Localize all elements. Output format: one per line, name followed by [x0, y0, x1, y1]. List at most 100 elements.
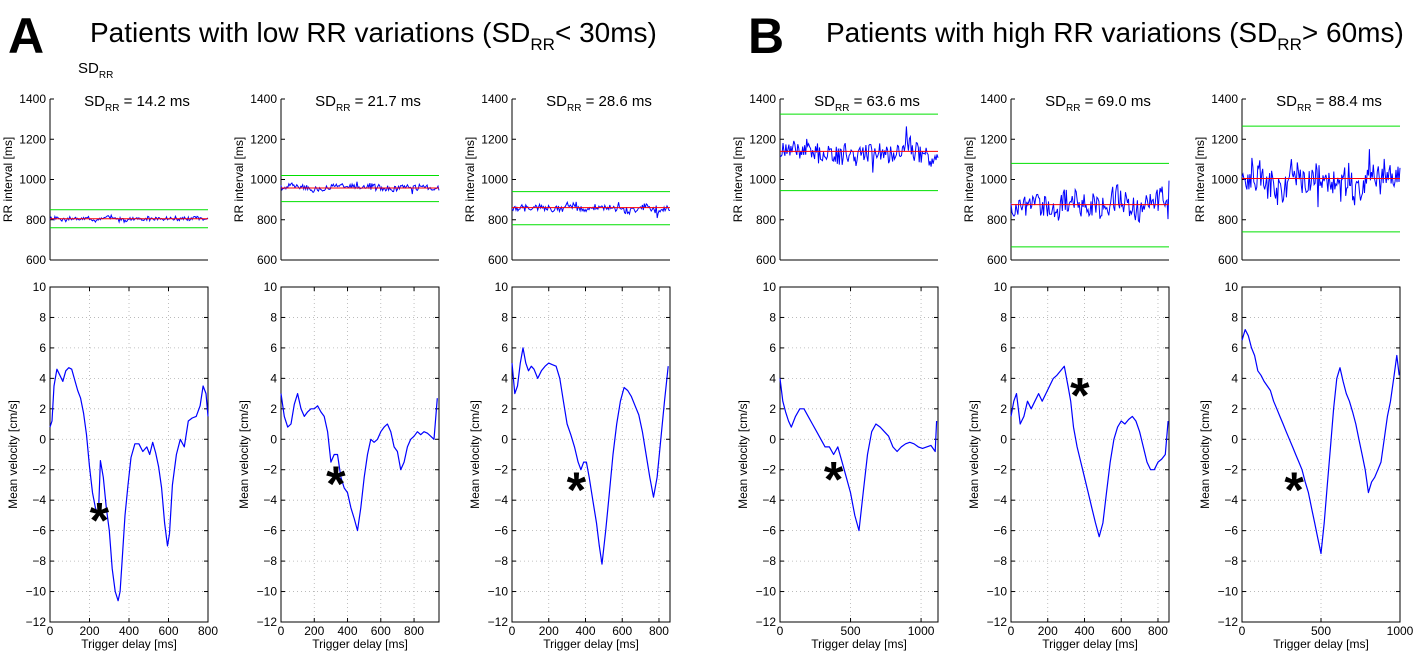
y-tick-label: 6 [769, 341, 776, 355]
subplot-title-value: = 21.7 ms [350, 93, 420, 110]
subplot-title-value: = 14.2 ms [119, 93, 189, 110]
y-tick-label: 10 [495, 280, 509, 294]
x-axis-label: Trigger delay [ms] [811, 637, 907, 651]
x-tick-label: 400 [338, 624, 358, 638]
subplot-rr-2: 600 800 1000 1200 1400 SDRR = 21.7 ms RR inter… [232, 92, 440, 267]
subplot-rr-4: 600 800 1000 1200 1400 SDRR = 63.6 ms RR inter… [731, 92, 939, 267]
x-axis-label: Trigger delay [ms] [81, 637, 177, 651]
y-tick-label: 1000 [749, 173, 776, 187]
axes-box [511, 286, 671, 623]
y-tick-label: 1000 [1211, 173, 1238, 187]
rr-interval-trace [1010, 180, 1170, 224]
y-tick-label: 1200 [481, 132, 508, 146]
y-tick-label: −2 [762, 463, 776, 477]
x-tick-label: 200 [1038, 624, 1058, 638]
subplot-title-sub: RR [336, 103, 350, 114]
y-tick-label: −6 [32, 524, 46, 538]
subplot-title: SDRR = 14.2 ms [84, 93, 190, 114]
subplot-title-main: SD [315, 93, 336, 110]
y-tick-label: 600 [1218, 253, 1238, 267]
subplot-title: SDRR = 21.7 ms [315, 93, 421, 114]
y-tick-label: −8 [762, 554, 776, 568]
y-tick-label: 1000 [19, 173, 46, 187]
y-tick-label: 1000 [980, 173, 1007, 187]
mean-velocity-curve [779, 378, 938, 532]
y-axis-label: Mean velocity [cm/s] [468, 400, 482, 509]
subplot-rr-5: 600 800 1000 1200 1400 SDRR = 69.0 ms RR inter… [962, 92, 1170, 267]
asterisk-marker: * [90, 492, 110, 548]
panel-b-title-main: Patients with high RR variations (SD [826, 17, 1277, 48]
y-tick-label: −6 [1224, 524, 1238, 538]
y-tick-label: −2 [993, 463, 1007, 477]
y-axis-label: RR interval [ms] [463, 137, 477, 222]
subplot-title-sub: RR [105, 103, 119, 114]
y-tick-label: 2 [501, 402, 508, 416]
y-tick-label: 2 [1231, 402, 1238, 416]
panel-b-title-tail: > 60ms) [1302, 17, 1404, 48]
y-tick-label: −12 [756, 615, 777, 629]
rr-interval-trace [511, 200, 671, 219]
x-tick-label: 400 [119, 624, 139, 638]
panel-letter-b: B [748, 8, 784, 64]
y-axis-label: Mean velocity [cm/s] [736, 400, 750, 509]
y-tick-label: 2 [1000, 402, 1007, 416]
subplot-velocity-4: −12 −10 −8 −6 −4 −2 0 2 4 6 8 10 0 500 1000 * Trigger de… [736, 280, 939, 651]
y-tick-label: −12 [257, 615, 278, 629]
y-tick-label: −4 [494, 493, 508, 507]
y-axis-label: RR interval [ms] [1, 137, 15, 222]
mean-velocity-curve [280, 393, 438, 532]
subplot-velocity-1: −12 −10 −8 −6 −4 −2 0 2 4 6 8 10 0 200 400 600 800 * Trigg… [6, 280, 218, 651]
x-axis-label: Trigger delay [ms] [1273, 637, 1369, 651]
subplot-title-sub: RR [1066, 103, 1080, 114]
y-tick-label: 600 [257, 253, 277, 267]
y-tick-label: −6 [762, 524, 776, 538]
sd-rr-label: SDRR [78, 60, 113, 81]
y-tick-label: 1400 [749, 92, 776, 106]
y-axis-label: Mean velocity [cm/s] [237, 400, 251, 509]
y-tick-label: −10 [1218, 585, 1239, 599]
y-tick-label: 8 [270, 310, 277, 324]
y-tick-label: −4 [1224, 493, 1238, 507]
y-tick-label: 4 [501, 371, 508, 385]
subplot-rr-1: 600 800 1000 1200 1400 SDRR = 14.2 ms RR inter… [1, 92, 209, 267]
subplot-title-main: SD [546, 93, 567, 110]
x-tick-label: 0 [777, 624, 784, 638]
x-tick-label: 400 [575, 624, 595, 638]
subplot-title: SDRR = 63.6 ms [814, 93, 920, 114]
subplot-rr-3: 600 800 1000 1200 1400 SDRR = 28.6 ms RR inter… [463, 92, 671, 267]
subplot-title-main: SD [1045, 93, 1066, 110]
y-tick-label: −4 [762, 493, 776, 507]
y-tick-label: 600 [488, 253, 508, 267]
y-tick-label: 8 [501, 310, 508, 324]
y-tick-label: 1200 [749, 132, 776, 146]
y-tick-label: 1400 [481, 92, 508, 106]
y-tick-label: 1200 [250, 132, 277, 146]
x-tick-label: 600 [612, 624, 632, 638]
y-tick-label: 8 [39, 310, 46, 324]
x-tick-label: 1000 [908, 624, 935, 638]
x-tick-label: 0 [278, 624, 285, 638]
y-tick-label: −2 [1224, 463, 1238, 477]
rr-interval-trace [1241, 149, 1401, 208]
panel-a-title-main: Patients with low RR variations (SD [90, 17, 530, 48]
y-tick-label: −4 [993, 493, 1007, 507]
y-tick-label: 6 [270, 341, 277, 355]
y-tick-label: −8 [993, 554, 1007, 568]
y-tick-label: −10 [756, 585, 777, 599]
y-tick-label: −10 [488, 585, 509, 599]
y-tick-label: 8 [1000, 310, 1007, 324]
subplot-velocity-2: −12 −10 −8 −6 −4 −2 0 2 4 6 8 10 0 200 400 600 800 * Trigg… [237, 280, 440, 651]
y-tick-label: 1000 [250, 173, 277, 187]
panel-a-title-sub: RR [530, 35, 555, 54]
y-tick-label: 8 [1231, 310, 1238, 324]
y-axis-label: RR interval [ms] [1193, 137, 1207, 222]
y-tick-label: 800 [987, 213, 1007, 227]
y-tick-label: 2 [270, 402, 277, 416]
y-tick-label: 1200 [19, 132, 46, 146]
mean-velocity-curve [49, 367, 209, 602]
x-tick-label: 0 [1008, 624, 1015, 638]
subplot-rr-6: 600 800 1000 1200 1400 SDRR = 88.4 ms RR inter… [1193, 92, 1401, 267]
subplot-title-sub: RR [567, 103, 581, 114]
y-tick-label: −2 [32, 463, 46, 477]
x-tick-label: 800 [198, 624, 218, 638]
